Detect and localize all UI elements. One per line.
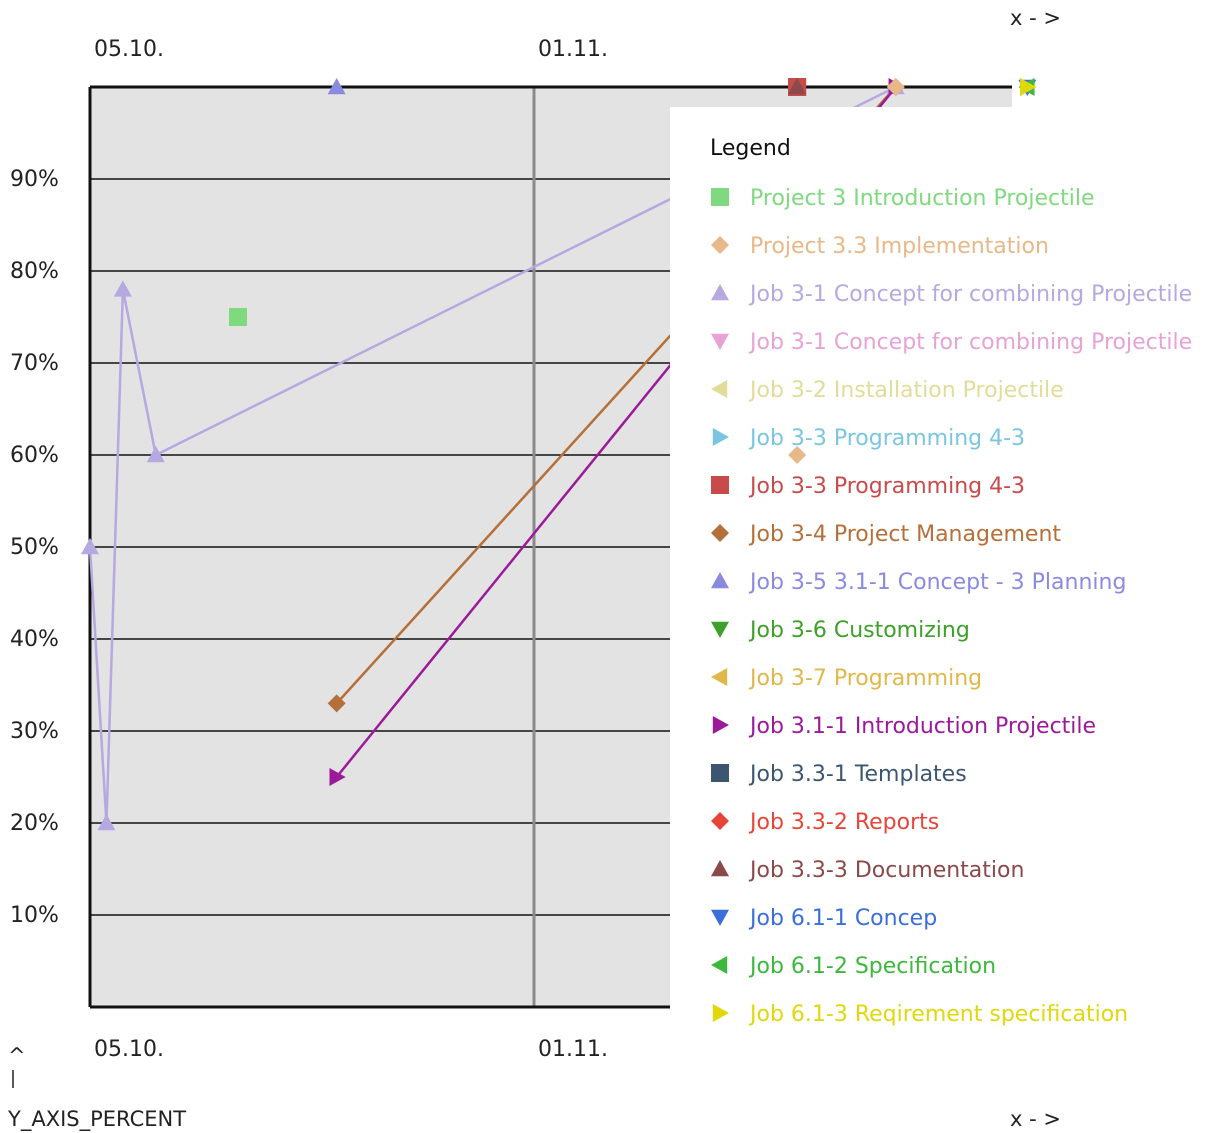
legend-label: Job 3-3 Programming 4-3	[748, 474, 1025, 499]
y-tick-label: 70%	[10, 351, 59, 376]
legend-marker	[711, 621, 729, 638]
x-tick-label-bottom: 05.10.	[94, 1037, 164, 1062]
legend-marker	[711, 668, 728, 686]
data-point	[788, 446, 807, 464]
legend-marker	[711, 476, 729, 494]
y-tick-label: 30%	[10, 719, 59, 744]
legend-label: Job 3-4 Project Management	[748, 522, 1061, 547]
legend-label: Job 6.1-1 Concep	[748, 906, 937, 931]
x-axis-ticks: 05.10. 05.10. 01.11. 01.11.	[94, 37, 608, 1062]
y-tick-label: 40%	[10, 627, 59, 652]
data-point	[113, 280, 132, 297]
legend-label: Job 3-7 Programming	[748, 666, 982, 691]
x-tick-label-bottom: 01.11.	[538, 1037, 608, 1062]
legend-label: Project 3 Introduction Projectile	[750, 186, 1095, 211]
legend-label: Job 3-1 Concept for combining Projectile	[748, 330, 1192, 355]
legend-marker	[711, 284, 729, 301]
y-tick-label: 20%	[10, 811, 59, 836]
data-point	[146, 446, 165, 463]
legend-label: Job 3-1 Concept for combining Projectile	[748, 282, 1192, 307]
legend-marker	[711, 956, 728, 974]
legend-marker	[711, 380, 728, 398]
data-point	[229, 308, 247, 326]
legend-label: Job 3.3-2 Reports	[748, 810, 939, 835]
legend-label: Job 6.1-2 Specification	[748, 954, 996, 979]
legend-marker	[711, 860, 729, 877]
legend-marker	[711, 333, 729, 350]
legend-background	[670, 107, 1232, 1047]
data-point	[81, 538, 99, 555]
y-tick-label: 80%	[10, 259, 59, 284]
legend-label: Job 3-2 Installation Projectile	[748, 378, 1064, 403]
legend-marker	[712, 716, 729, 734]
x-tick-label-top: 01.11.	[538, 37, 608, 62]
legend: Legend Project 3 Introduction Projectile…	[710, 136, 1192, 1027]
x-axis-label-bottom: x - >	[1010, 1107, 1061, 1131]
data-point	[329, 768, 346, 786]
legend-marker	[712, 1004, 729, 1022]
data-point	[97, 814, 116, 831]
y-tick-label: 10%	[10, 903, 59, 928]
data-point	[327, 694, 346, 713]
y-axis-ticks: 10% 20% 30% 40% 50% 60% 70% 80% 90%	[10, 167, 59, 928]
y-axis-arrow: ^	[8, 1044, 26, 1068]
legend-label: Job 3-6 Customizing	[748, 618, 970, 643]
x-axis-label-top: x - >	[1010, 6, 1061, 30]
legend-label: Job 3-5 3.1-1 Concept - 3 Planning	[748, 570, 1126, 595]
legend-title: Legend	[710, 136, 791, 161]
y-tick-label: 90%	[10, 167, 59, 192]
legend-marker	[711, 572, 729, 589]
data-point	[886, 78, 905, 96]
y-axis-label: Y_AXIS_PERCENT	[7, 1107, 186, 1132]
data-point	[327, 78, 346, 95]
legend-label: Job 3-3 Programming 4-3	[748, 426, 1025, 451]
legend-box	[670, 107, 1232, 1047]
legend-label: Job 3.3-1 Templates	[748, 762, 967, 787]
data-point	[1020, 78, 1037, 96]
legend-label: Job 3.3-3 Documentation	[748, 858, 1024, 883]
legend-marker	[711, 236, 729, 254]
legend-marker	[711, 812, 729, 830]
legend-marker	[712, 428, 729, 446]
legend-label: Job 3.1-1 Introduction Projectile	[748, 714, 1096, 739]
legend-marker	[711, 764, 729, 782]
y-tick-label: 60%	[10, 443, 59, 468]
y-tick-label: 50%	[10, 535, 59, 560]
legend-label: Project 3.3 Implementation	[750, 234, 1049, 259]
legend-label: Job 6.1-3 Reqirement specification	[748, 1002, 1128, 1027]
data-markers	[81, 78, 1037, 831]
data-point	[788, 78, 807, 95]
x-tick-label-top: 05.10.	[94, 37, 164, 62]
legend-marker	[711, 188, 729, 206]
legend-marker	[711, 524, 729, 542]
legend-marker	[711, 909, 729, 926]
